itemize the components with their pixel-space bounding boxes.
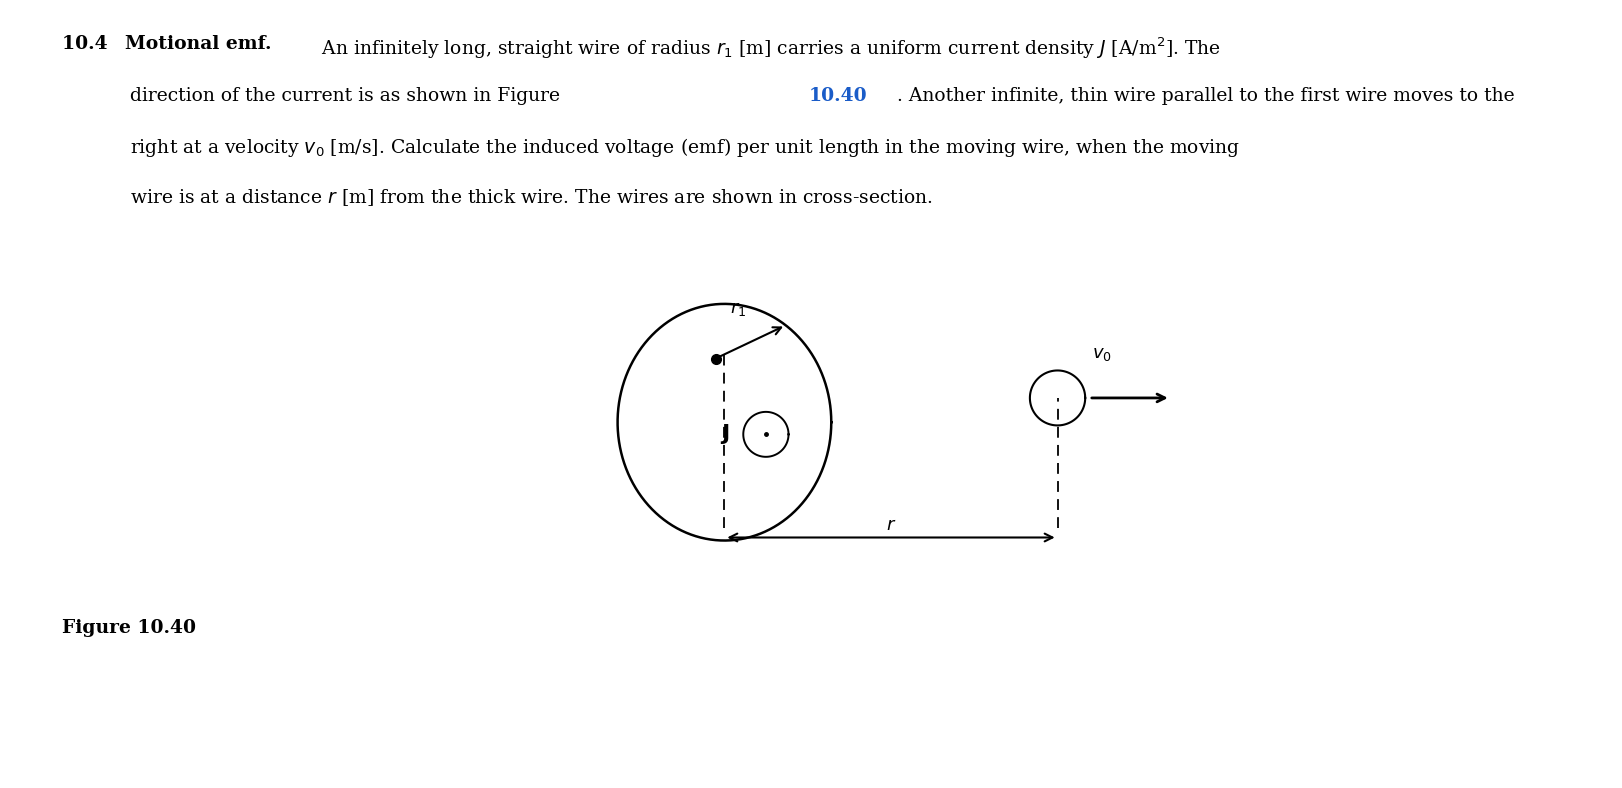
Text: Figure 10.40: Figure 10.40 [62, 619, 196, 637]
Text: wire is at a distance $r$ [m] from the thick wire. The wires are shown in cross-: wire is at a distance $r$ [m] from the t… [130, 187, 933, 208]
Text: 10.40: 10.40 [808, 87, 868, 105]
Text: Motional emf.: Motional emf. [125, 35, 271, 54]
Text: . Another infinite, thin wire parallel to the first wire moves to the: . Another infinite, thin wire parallel t… [897, 87, 1515, 105]
Text: $r$: $r$ [886, 516, 895, 534]
Text: $v_0$: $v_0$ [1092, 344, 1111, 362]
Text: right at a velocity $v_0$ [m/s]. Calculate the induced voltage (emf) per unit le: right at a velocity $v_0$ [m/s]. Calcula… [130, 136, 1241, 159]
Text: 10.4: 10.4 [62, 35, 114, 54]
Text: direction of the current is as shown in Figure: direction of the current is as shown in … [130, 87, 566, 105]
Text: $\mathbf{J}$: $\mathbf{J}$ [720, 422, 730, 446]
Text: $r_1$: $r_1$ [730, 299, 746, 318]
Text: An infinitely long, straight wire of radius $r_1$ [m] carries a uniform current : An infinitely long, straight wire of rad… [316, 35, 1221, 61]
